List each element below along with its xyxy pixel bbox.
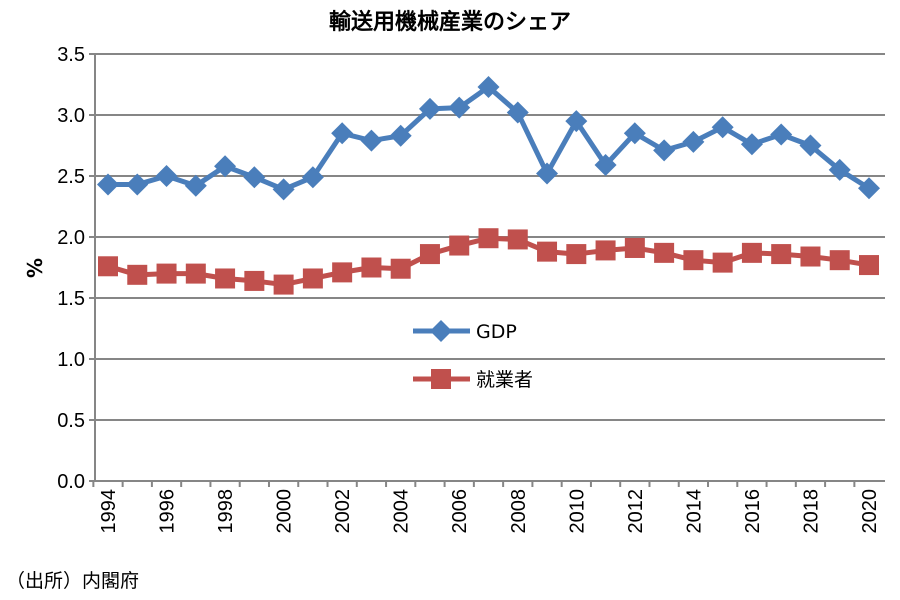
data-point-gdp bbox=[828, 158, 851, 181]
x-tick-label: 2020 bbox=[859, 489, 881, 534]
x-tick-label: 2018 bbox=[800, 489, 822, 534]
data-point-gdp bbox=[331, 122, 354, 145]
data-point-gdp bbox=[214, 155, 237, 178]
x-tick-label: 2004 bbox=[391, 489, 413, 534]
data-point-employment bbox=[156, 263, 177, 284]
data-point-gdp bbox=[740, 133, 763, 156]
data-point-employment bbox=[244, 270, 265, 291]
data-point-employment bbox=[98, 256, 118, 277]
x-tick-label: 2002 bbox=[332, 489, 354, 534]
y-axis-label: % bbox=[23, 258, 47, 278]
x-tick-label: 1998 bbox=[215, 489, 237, 534]
chart-title: 輸送用機械産業のシェア bbox=[328, 10, 571, 35]
legend-marker-employment bbox=[431, 369, 451, 389]
data-point-gdp bbox=[711, 116, 734, 139]
data-point-gdp bbox=[448, 96, 471, 119]
legend-marker-gdp bbox=[430, 320, 452, 342]
data-point-gdp bbox=[594, 154, 617, 177]
data-point-employment bbox=[449, 235, 470, 256]
data-point-employment bbox=[185, 263, 206, 284]
data-point-gdp bbox=[360, 129, 383, 152]
data-point-employment bbox=[478, 228, 499, 249]
data-point-gdp bbox=[301, 166, 324, 189]
data-point-gdp bbox=[536, 162, 559, 185]
data-point-employment bbox=[566, 244, 587, 265]
data-point-gdp bbox=[682, 130, 705, 153]
data-point-employment bbox=[419, 244, 440, 265]
data-point-gdp bbox=[858, 177, 880, 200]
data-point-employment bbox=[273, 274, 294, 295]
data-point-employment bbox=[712, 252, 733, 273]
data-point-gdp bbox=[623, 122, 646, 145]
data-point-gdp bbox=[389, 124, 412, 147]
data-point-gdp bbox=[155, 165, 178, 187]
data-point-employment bbox=[127, 264, 148, 285]
data-point-employment bbox=[302, 268, 323, 289]
legend-label: 就業者 bbox=[476, 369, 533, 391]
data-point-employment bbox=[859, 255, 879, 276]
data-point-gdp bbox=[477, 75, 500, 98]
data-point-gdp bbox=[418, 97, 441, 120]
data-point-employment bbox=[332, 262, 353, 283]
y-tick-label: 2.5 bbox=[57, 166, 85, 188]
data-point-employment bbox=[624, 237, 645, 258]
y-tick-label: 1.0 bbox=[57, 349, 85, 371]
data-point-employment bbox=[361, 257, 382, 278]
data-point-employment bbox=[771, 244, 792, 265]
data-point-gdp bbox=[799, 134, 822, 157]
data-point-employment bbox=[507, 229, 528, 250]
x-tick-label: 2008 bbox=[508, 489, 530, 534]
data-point-employment bbox=[829, 250, 850, 271]
data-point-gdp bbox=[770, 123, 793, 146]
data-point-gdp bbox=[653, 139, 676, 162]
data-point-gdp bbox=[184, 174, 207, 197]
x-tick-label: 1994 bbox=[98, 489, 120, 534]
source-note: （出所）内閣府 bbox=[6, 570, 140, 592]
data-point-employment bbox=[595, 240, 616, 261]
y-tick-label: 3.0 bbox=[57, 105, 85, 127]
y-tick-label: 2.0 bbox=[57, 227, 85, 249]
data-point-employment bbox=[537, 241, 558, 262]
y-tick-label: 3.5 bbox=[57, 44, 85, 66]
legend-label: GDP bbox=[476, 321, 517, 343]
x-tick-label: 2010 bbox=[566, 489, 588, 534]
data-point-employment bbox=[390, 258, 411, 279]
data-point-employment bbox=[800, 246, 821, 267]
x-tick-label: 2006 bbox=[449, 489, 471, 534]
data-point-employment bbox=[741, 242, 762, 263]
x-tick-label: 2016 bbox=[742, 489, 764, 534]
data-point-gdp bbox=[97, 173, 119, 196]
y-tick-label: 1.5 bbox=[57, 288, 85, 310]
y-tick-label: 0.0 bbox=[57, 471, 85, 493]
data-point-gdp bbox=[243, 166, 266, 189]
x-tick-label: 1996 bbox=[157, 489, 179, 534]
data-point-gdp bbox=[126, 173, 149, 196]
x-tick-label: 2014 bbox=[683, 489, 705, 534]
data-point-employment bbox=[215, 268, 236, 289]
y-tick-label: 0.5 bbox=[57, 410, 85, 432]
x-tick-label: 2012 bbox=[625, 489, 647, 534]
data-point-employment bbox=[683, 250, 704, 271]
data-point-employment bbox=[654, 242, 675, 263]
data-point-gdp bbox=[506, 101, 529, 124]
data-point-gdp bbox=[272, 178, 295, 201]
x-tick-label: 2000 bbox=[274, 489, 296, 534]
data-point-gdp bbox=[565, 110, 588, 133]
